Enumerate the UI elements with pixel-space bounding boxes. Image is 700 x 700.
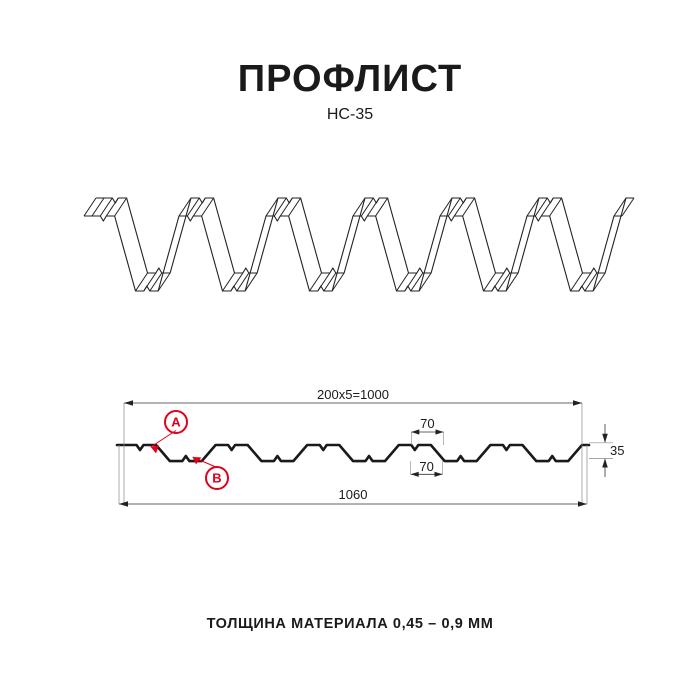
svg-text:35: 35 xyxy=(610,443,624,458)
svg-text:B: B xyxy=(212,471,221,486)
svg-text:70: 70 xyxy=(420,416,434,431)
svg-text:70: 70 xyxy=(419,459,433,474)
svg-text:200x5=1000: 200x5=1000 xyxy=(317,387,389,402)
svg-text:1060: 1060 xyxy=(339,487,368,502)
svg-text:A: A xyxy=(171,415,181,430)
